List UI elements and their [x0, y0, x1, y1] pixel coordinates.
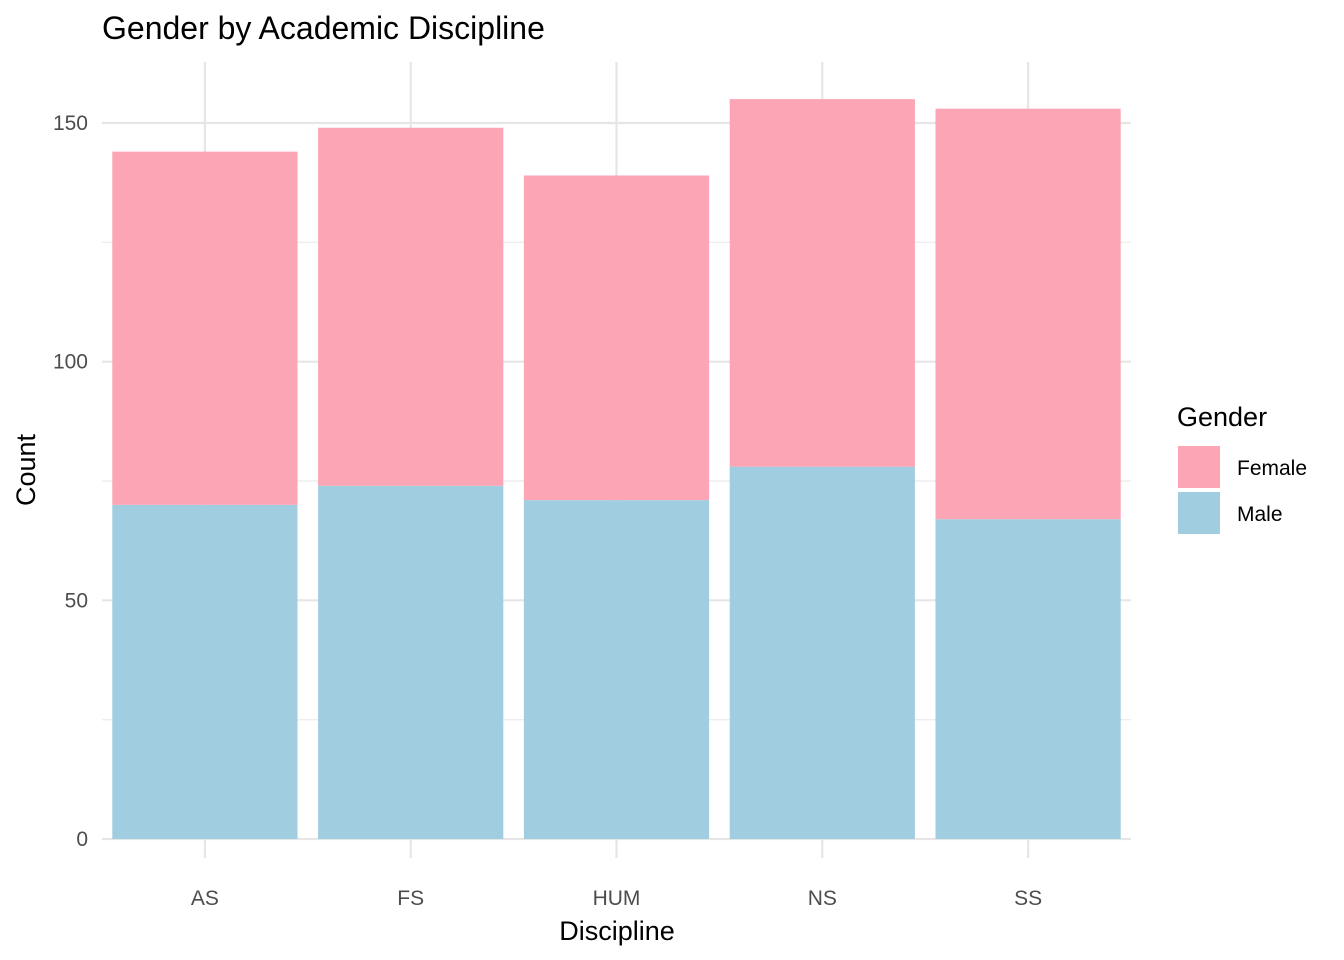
legend-title: Gender — [1177, 402, 1267, 432]
x-tick-label: NS — [808, 887, 837, 910]
y-tick-label: 150 — [53, 112, 88, 135]
x-tick-label: SS — [1014, 887, 1042, 910]
bar-female-as — [112, 151, 298, 505]
y-tick-label: 100 — [53, 351, 88, 374]
legend-swatch-female — [1178, 446, 1220, 488]
bar-male-as — [112, 504, 298, 839]
legend-label-female: Female — [1237, 457, 1307, 480]
bar-female-hum — [523, 175, 710, 501]
y-axis-ticks: 0 50 100 150 — [53, 112, 88, 851]
chart-title: Gender by Academic Discipline — [102, 10, 545, 46]
y-axis-title: Count — [11, 433, 41, 506]
bar-female-ss — [935, 108, 1121, 520]
bar-female-ns — [729, 99, 915, 467]
bar-male-hum — [523, 500, 710, 839]
x-tick-label: HUM — [593, 887, 641, 910]
bar-male-ns — [729, 466, 915, 839]
legend-swatch-male — [1178, 492, 1220, 534]
bar-male-fs — [318, 485, 504, 839]
x-axis-title: Discipline — [559, 916, 675, 946]
x-axis-ticks: AS FS HUM NS SS — [191, 887, 1042, 910]
legend-label-male: Male — [1237, 503, 1283, 526]
legend: Gender Female Male — [1177, 402, 1307, 534]
x-tick-label: FS — [397, 887, 424, 910]
bars — [112, 99, 1121, 839]
bar-female-fs — [318, 127, 504, 486]
y-tick-label: 0 — [76, 828, 88, 851]
bar-male-ss — [935, 519, 1121, 839]
x-tick-label: AS — [191, 887, 219, 910]
y-tick-label: 50 — [65, 589, 88, 612]
